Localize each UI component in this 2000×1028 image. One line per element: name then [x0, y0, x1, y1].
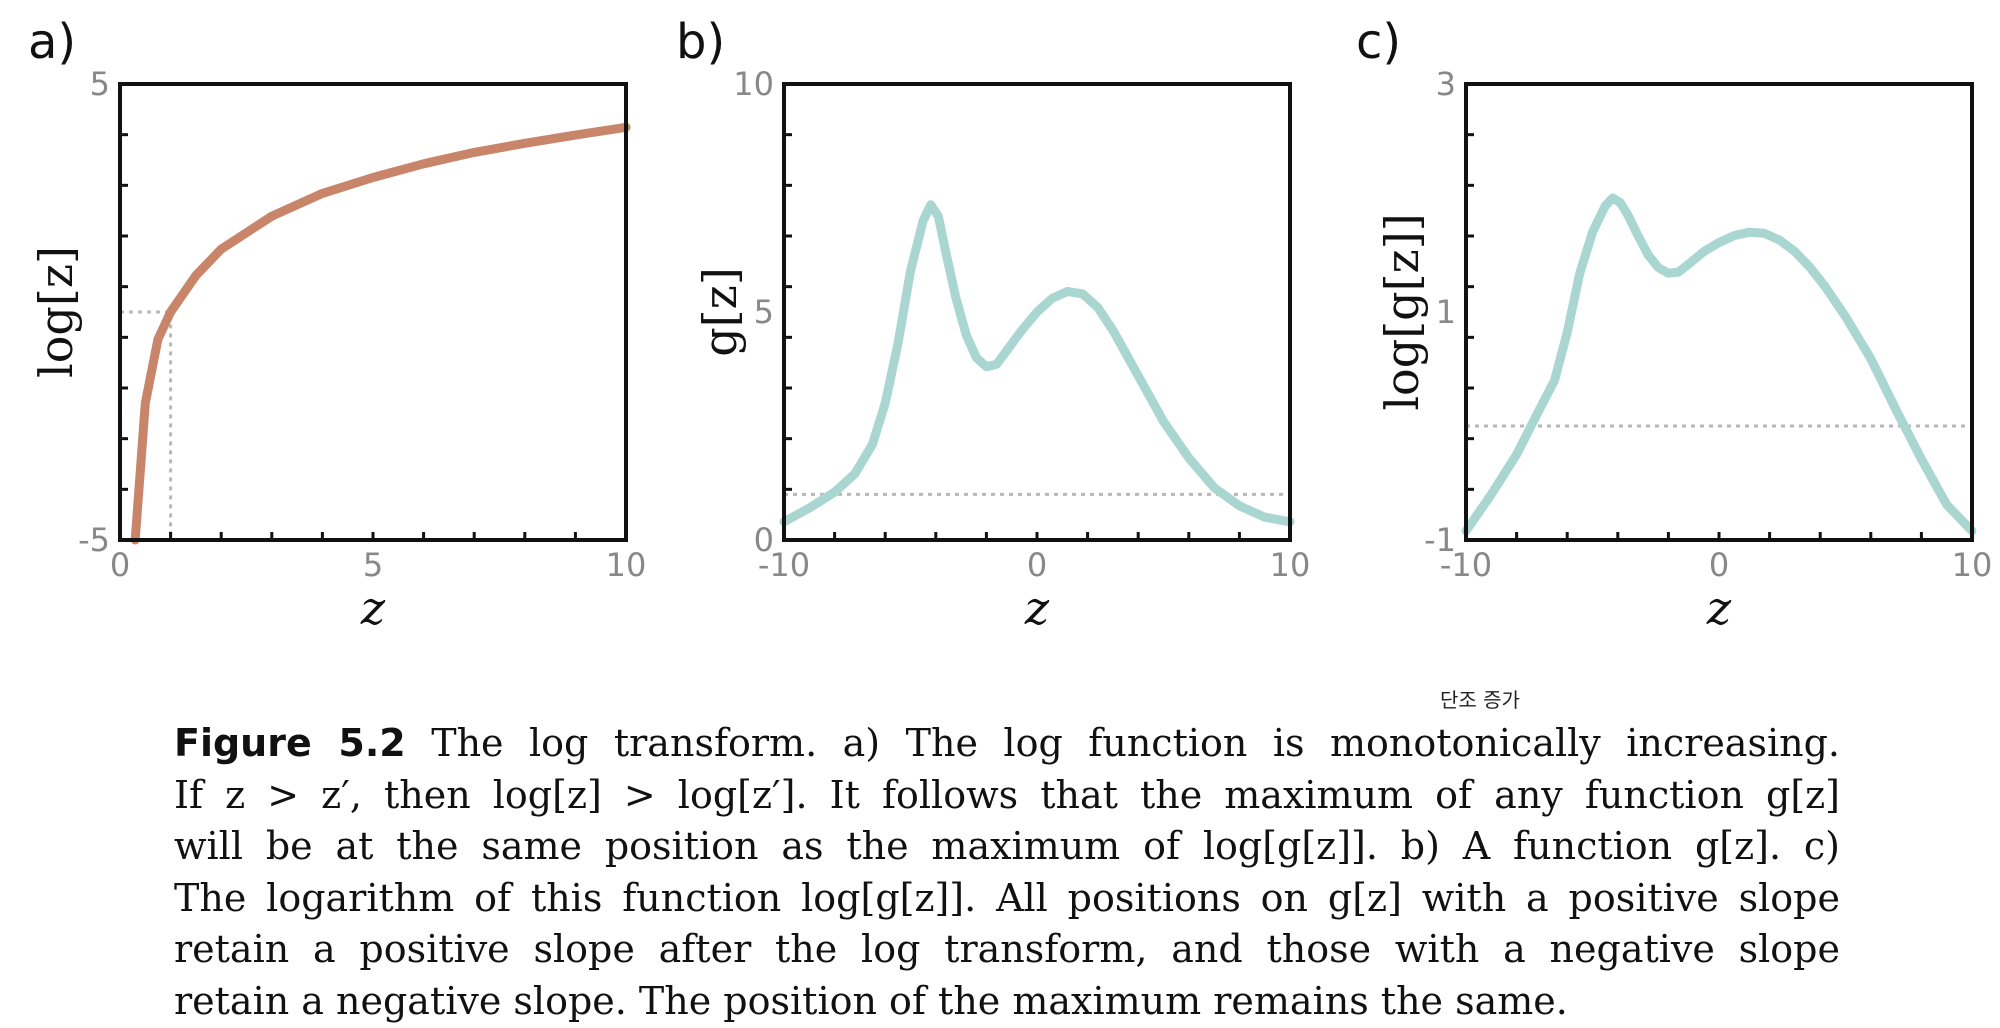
- caption-line-3: will be at the same position as the maxi…: [174, 824, 1840, 868]
- caption-line-4: The logarithm of this function log[g[z]]…: [174, 875, 1840, 920]
- panel-c-x-tick-label: 10: [1952, 546, 1993, 584]
- panel-b-frame: [782, 82, 1292, 542]
- panel-a-y-tick-label: 5: [90, 65, 110, 103]
- panel-a-frame: [118, 82, 628, 542]
- panel-b-x-tick-label: 0: [1027, 546, 1047, 584]
- panel-a-y-axis-label: log[z]: [29, 246, 83, 378]
- panel-c-series-line: [1461, 193, 1977, 536]
- caption-line-1: Figure 5.2 The log transform. a) The log…: [174, 718, 1840, 770]
- panel-c-frame: [1464, 82, 1974, 542]
- panel-c-y-tick-label: 1: [1436, 293, 1456, 331]
- figure-number: Figure 5.2: [174, 721, 406, 765]
- caption-line-6: retain a negative slope. The position of…: [174, 978, 1568, 1023]
- figure-caption: Figure 5.2 The log transform. a) The log…: [174, 718, 1840, 1027]
- panel-c-y-axis-label: log[g[z]]: [1375, 213, 1429, 410]
- panel-b-x-tick-label: 10: [1270, 546, 1311, 584]
- handwritten-annotation: 단조 증가: [1440, 688, 1520, 712]
- panel-a-letter: a): [28, 14, 76, 70]
- caption-line-2: If z > z′, then log[z] > log[z′]. It fol…: [174, 772, 1840, 817]
- panel-a-x-tick-label: 0: [110, 546, 130, 584]
- panel-a-series-line: [130, 122, 631, 545]
- panel-c-x-tick-label: 0: [1709, 546, 1729, 584]
- panel-a-x-axis-label: z: [360, 581, 386, 635]
- panel-a-y-tick-label: -5: [78, 521, 110, 559]
- panel-b-letter: b): [676, 14, 725, 70]
- panel-b-y-tick-label: 5: [754, 293, 774, 331]
- panel-a-x-tick-label: 10: [606, 546, 647, 584]
- panel-b-y-axis-label: g[z]: [693, 267, 747, 357]
- panel-b-y-tick-label: 10: [733, 65, 774, 103]
- caption-text-1: The log transform. a) The log function i…: [431, 721, 1840, 765]
- panel-c-x-axis-label: z: [1706, 581, 1732, 635]
- panel-b-x-axis-label: z: [1024, 581, 1050, 635]
- caption-line-5: retain a positive slope after the log tr…: [174, 927, 1840, 971]
- panel-c-letter: c): [1356, 14, 1401, 70]
- panel-c-y-tick-label: 3: [1436, 65, 1456, 103]
- panel-a-x-tick-label: 5: [363, 546, 383, 584]
- panel-c-y-tick-label: -1: [1424, 521, 1456, 559]
- panel-b-y-tick-label: 0: [754, 521, 774, 559]
- panel-b-x-tick-label: -10: [758, 546, 810, 584]
- panel-c-x-tick-label: -10: [1440, 546, 1492, 584]
- panel-b-series-line: [779, 200, 1295, 527]
